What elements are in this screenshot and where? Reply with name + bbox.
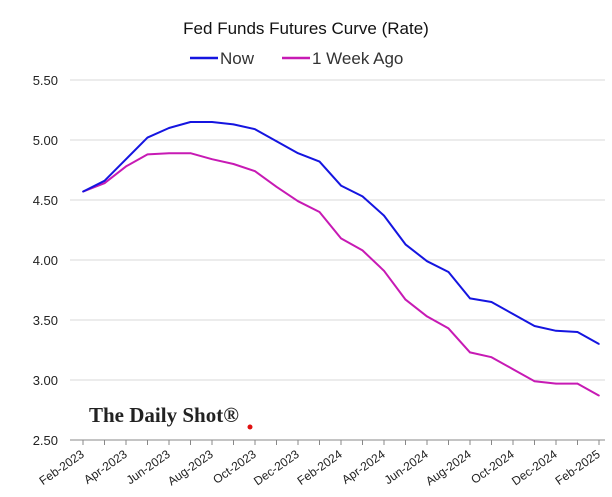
x-tick-label: Jun-2023 — [124, 447, 173, 487]
data-point-now — [383, 214, 385, 217]
x-tick-label: Dec-2024 — [509, 447, 560, 488]
data-point-now — [404, 243, 407, 246]
x-tick-label: Oct-2024 — [468, 447, 517, 487]
x-tick-label: Feb-2025 — [553, 447, 603, 488]
y-tick-label: 4.50 — [33, 193, 58, 208]
y-tick-label: 4.00 — [33, 253, 58, 268]
data-point-now — [533, 325, 536, 327]
legend: Now 1 Week Ago — [190, 49, 403, 68]
data-point-1-week-ago — [383, 270, 385, 272]
series-line-1-week-ago — [82, 152, 600, 397]
watermark-text: The Daily Shot® — [89, 403, 239, 427]
data-point-1-week-ago — [490, 356, 493, 359]
y-tick-label: 3.50 — [33, 313, 58, 328]
data-point-now — [211, 121, 213, 123]
legend-label: Now — [220, 49, 255, 68]
data-point-now — [318, 160, 321, 163]
data-point-now — [340, 184, 342, 187]
data-point-1-week-ago — [598, 394, 600, 397]
data-point-1-week-ago — [125, 165, 127, 168]
data-point-now — [103, 180, 106, 182]
data-point-1-week-ago — [146, 153, 149, 156]
data-point-now — [82, 190, 84, 193]
x-tick-label: Dec-2023 — [251, 447, 302, 488]
data-point-1-week-ago — [318, 211, 321, 213]
gridlines — [70, 79, 605, 441]
watermark-logo: The Daily Shot® — [89, 403, 253, 430]
data-point-now — [361, 195, 364, 198]
data-point-now — [297, 152, 299, 154]
data-point-now — [189, 121, 192, 123]
data-point-1-week-ago — [533, 380, 536, 383]
x-tick-label: Apr-2023 — [81, 447, 130, 487]
data-point-now — [469, 297, 471, 300]
data-point-1-week-ago — [576, 382, 579, 385]
data-point-now — [576, 331, 579, 333]
y-tick-label: 2.50 — [33, 433, 58, 448]
data-point-1-week-ago — [469, 351, 471, 354]
data-point-1-week-ago — [512, 368, 514, 371]
series-lines — [82, 121, 600, 397]
data-point-1-week-ago — [447, 327, 450, 330]
data-point-now — [598, 343, 600, 345]
data-point-now — [447, 271, 450, 273]
x-tick-label: Feb-2024 — [295, 447, 345, 488]
data-point-1-week-ago — [404, 298, 407, 301]
watermark-dot — [247, 424, 253, 430]
data-point-now — [555, 330, 557, 332]
data-point-now — [232, 123, 235, 126]
data-point-1-week-ago — [361, 249, 364, 252]
legend-label: 1 Week Ago — [312, 49, 403, 68]
data-point-now — [254, 128, 256, 130]
data-point-now — [275, 140, 278, 142]
y-tick-label: 5.00 — [33, 133, 58, 148]
x-tick-label: Aug-2024 — [423, 447, 474, 489]
data-point-now — [146, 136, 149, 139]
data-point-1-week-ago — [168, 152, 170, 154]
data-point-now — [168, 127, 170, 129]
x-tick-label: Feb-2023 — [37, 447, 87, 488]
data-point-now — [426, 260, 428, 263]
data-point-1-week-ago — [426, 315, 428, 318]
x-tick-label: Jun-2024 — [382, 447, 431, 487]
data-point-1-week-ago — [189, 152, 192, 154]
data-point-1-week-ago — [211, 158, 213, 160]
data-point-1-week-ago — [555, 382, 557, 385]
data-point-now — [490, 301, 493, 303]
x-tick-label: Aug-2023 — [165, 447, 216, 489]
data-point-1-week-ago — [340, 237, 342, 240]
data-point-1-week-ago — [297, 200, 299, 202]
y-axis: 2.50 3.00 3.50 4.00 4.50 5.00 5.50 — [33, 73, 58, 448]
data-point-1-week-ago — [275, 186, 278, 188]
data-point-1-week-ago — [254, 170, 256, 172]
data-point-1-week-ago — [103, 182, 106, 184]
series-line-now — [82, 121, 600, 345]
y-tick-label: 3.00 — [33, 373, 58, 388]
y-tick-label: 5.50 — [33, 73, 58, 88]
x-tick-label: Apr-2024 — [339, 447, 388, 487]
data-point-now — [512, 313, 514, 315]
data-point-1-week-ago — [232, 163, 235, 165]
x-tick-label: Oct-2023 — [210, 447, 259, 487]
x-axis: Feb-2023Apr-2023Jun-2023Aug-2023Oct-2023… — [37, 440, 603, 488]
chart-title: Fed Funds Futures Curve (Rate) — [183, 19, 429, 38]
data-point-now — [125, 158, 127, 160]
